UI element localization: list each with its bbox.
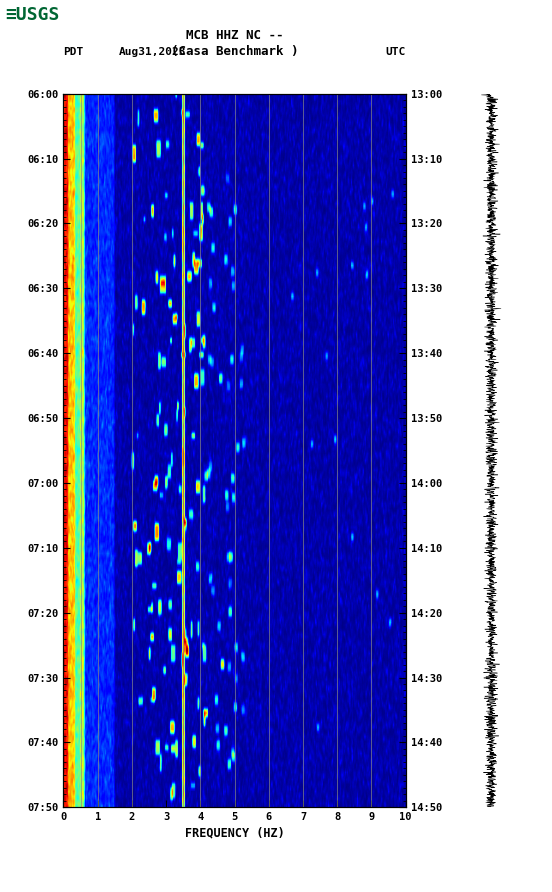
Text: (Casa Benchmark ): (Casa Benchmark ) — [171, 45, 298, 58]
Text: Aug31,2023: Aug31,2023 — [119, 46, 186, 57]
X-axis label: FREQUENCY (HZ): FREQUENCY (HZ) — [185, 826, 284, 839]
Text: UTC: UTC — [385, 46, 406, 57]
Text: MCB HHZ NC --: MCB HHZ NC -- — [186, 29, 283, 42]
Text: PDT: PDT — [63, 46, 84, 57]
Text: ≡USGS: ≡USGS — [6, 6, 60, 24]
